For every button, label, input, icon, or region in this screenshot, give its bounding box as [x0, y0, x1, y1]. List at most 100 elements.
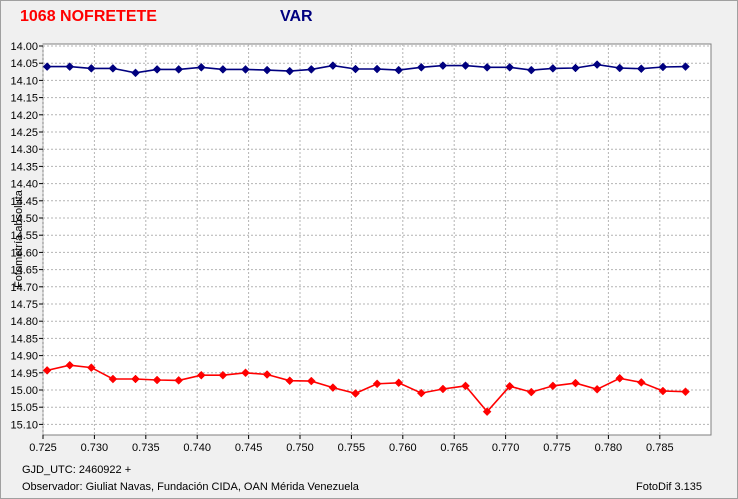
y-tick-label: 14.10	[10, 75, 38, 87]
data-point	[526, 65, 536, 75]
data-point	[394, 65, 404, 75]
data-point	[438, 61, 448, 70]
data-point	[505, 381, 515, 391]
x-tick-label: 0.750	[286, 442, 314, 454]
y-tick-label: 14.40	[10, 179, 38, 191]
data-point	[65, 62, 75, 71]
gjd-label: GJD_UTC: 2460922 +	[22, 464, 132, 476]
data-point	[65, 360, 75, 370]
x-tick-label: 0.725	[29, 442, 57, 454]
data-point	[241, 65, 250, 74]
data-point	[505, 62, 515, 72]
data-point	[108, 374, 118, 384]
data-point	[86, 64, 96, 73]
data-point	[416, 62, 426, 72]
x-tick-label: 0.780	[595, 442, 623, 454]
data-point	[351, 64, 360, 74]
data-point	[328, 61, 338, 70]
data-point	[615, 373, 625, 383]
data-point	[636, 378, 646, 387]
data-point	[86, 363, 96, 372]
y-tick-label: 14.30	[10, 144, 38, 156]
x-axis-ticks: 0.725 0.730 0.735 0.740 0.745 0.750 0.755 0.760…	[29, 435, 674, 454]
x-tick-label: 0.770	[492, 442, 520, 454]
object-title: 1068 NOFRETETE	[20, 8, 157, 25]
data-point	[262, 65, 272, 75]
data-point	[241, 368, 250, 378]
software-version: FotoDif 3.135	[636, 481, 703, 493]
grid-lines	[42, 44, 711, 435]
data-point	[131, 374, 140, 384]
data-point	[108, 64, 118, 73]
y-tick-label: 15.00	[10, 385, 38, 397]
data-point	[482, 407, 492, 417]
var-title: VAR	[280, 8, 313, 25]
x-tick-label: 0.755	[338, 442, 366, 454]
data-point	[218, 370, 228, 380]
data-point	[592, 384, 602, 394]
y-tick-label: 14.70	[10, 282, 38, 294]
data-point	[482, 62, 492, 72]
x-tick-label: 0.735	[132, 442, 160, 454]
y-tick-label: 14.35	[10, 161, 38, 173]
data-point	[131, 68, 140, 78]
data-point	[152, 375, 162, 385]
y-tick-label: 14.15	[10, 93, 38, 105]
data-point	[174, 376, 184, 385]
data-point	[372, 379, 382, 389]
data-point	[658, 62, 668, 72]
data-point	[526, 387, 536, 397]
x-tick-label: 0.765	[440, 442, 468, 454]
data-point	[681, 387, 690, 397]
data-point	[394, 378, 404, 388]
data-point	[636, 64, 646, 74]
data-point	[681, 62, 690, 71]
data-point	[548, 64, 558, 73]
data-point	[658, 386, 668, 396]
x-tick-label: 0.775	[543, 442, 571, 454]
y-axis-label: Fotometría absoluta	[13, 189, 25, 288]
data-point	[42, 366, 52, 375]
data-point	[42, 62, 52, 71]
data-point	[306, 65, 316, 74]
data-point	[218, 65, 228, 74]
y-tick-label: 14.45	[10, 196, 38, 208]
data-point	[461, 381, 470, 391]
data-point	[262, 370, 272, 379]
data-point	[196, 370, 206, 380]
data-point	[285, 376, 295, 386]
y-tick-label: 14.00	[10, 41, 38, 53]
y-tick-label: 14.50	[10, 213, 38, 225]
y-tick-label: 14.25	[10, 127, 38, 139]
y-tick-label: 14.20	[10, 110, 38, 122]
data-point	[196, 62, 206, 72]
y-tick-label: 14.65	[10, 265, 38, 277]
data-point	[306, 376, 316, 386]
y-tick-label: 14.85	[10, 333, 38, 345]
x-tick-label: 0.730	[81, 442, 109, 454]
y-axis-ticks: 14.00 14.05 14.10 14.15 14.20 14.25 14.30 14.35…	[10, 41, 43, 431]
data-point	[416, 388, 426, 398]
data-point	[328, 383, 338, 392]
y-tick-label: 14.95	[10, 368, 38, 380]
y-tick-label: 14.80	[10, 316, 38, 328]
x-tick-label: 0.760	[389, 442, 417, 454]
data-point	[592, 60, 602, 69]
data-point	[461, 61, 470, 70]
data-point	[615, 63, 625, 73]
observer-label: Observador: Giuliat Navas, Fundación CID…	[22, 481, 359, 493]
data-point	[351, 389, 360, 398]
x-tick-label: 0.785	[646, 442, 674, 454]
x-tick-label: 0.745	[235, 442, 263, 454]
y-tick-label: 14.60	[10, 247, 38, 259]
data-point	[571, 63, 580, 73]
y-tick-label: 15.05	[10, 402, 38, 414]
y-tick-label: 15.10	[10, 419, 38, 431]
data-point	[571, 378, 580, 388]
x-tick-label: 0.740	[183, 442, 211, 454]
data-point	[372, 64, 382, 74]
y-tick-label: 14.05	[10, 58, 38, 70]
y-tick-label: 14.55	[10, 230, 38, 242]
plot-area	[42, 43, 712, 436]
